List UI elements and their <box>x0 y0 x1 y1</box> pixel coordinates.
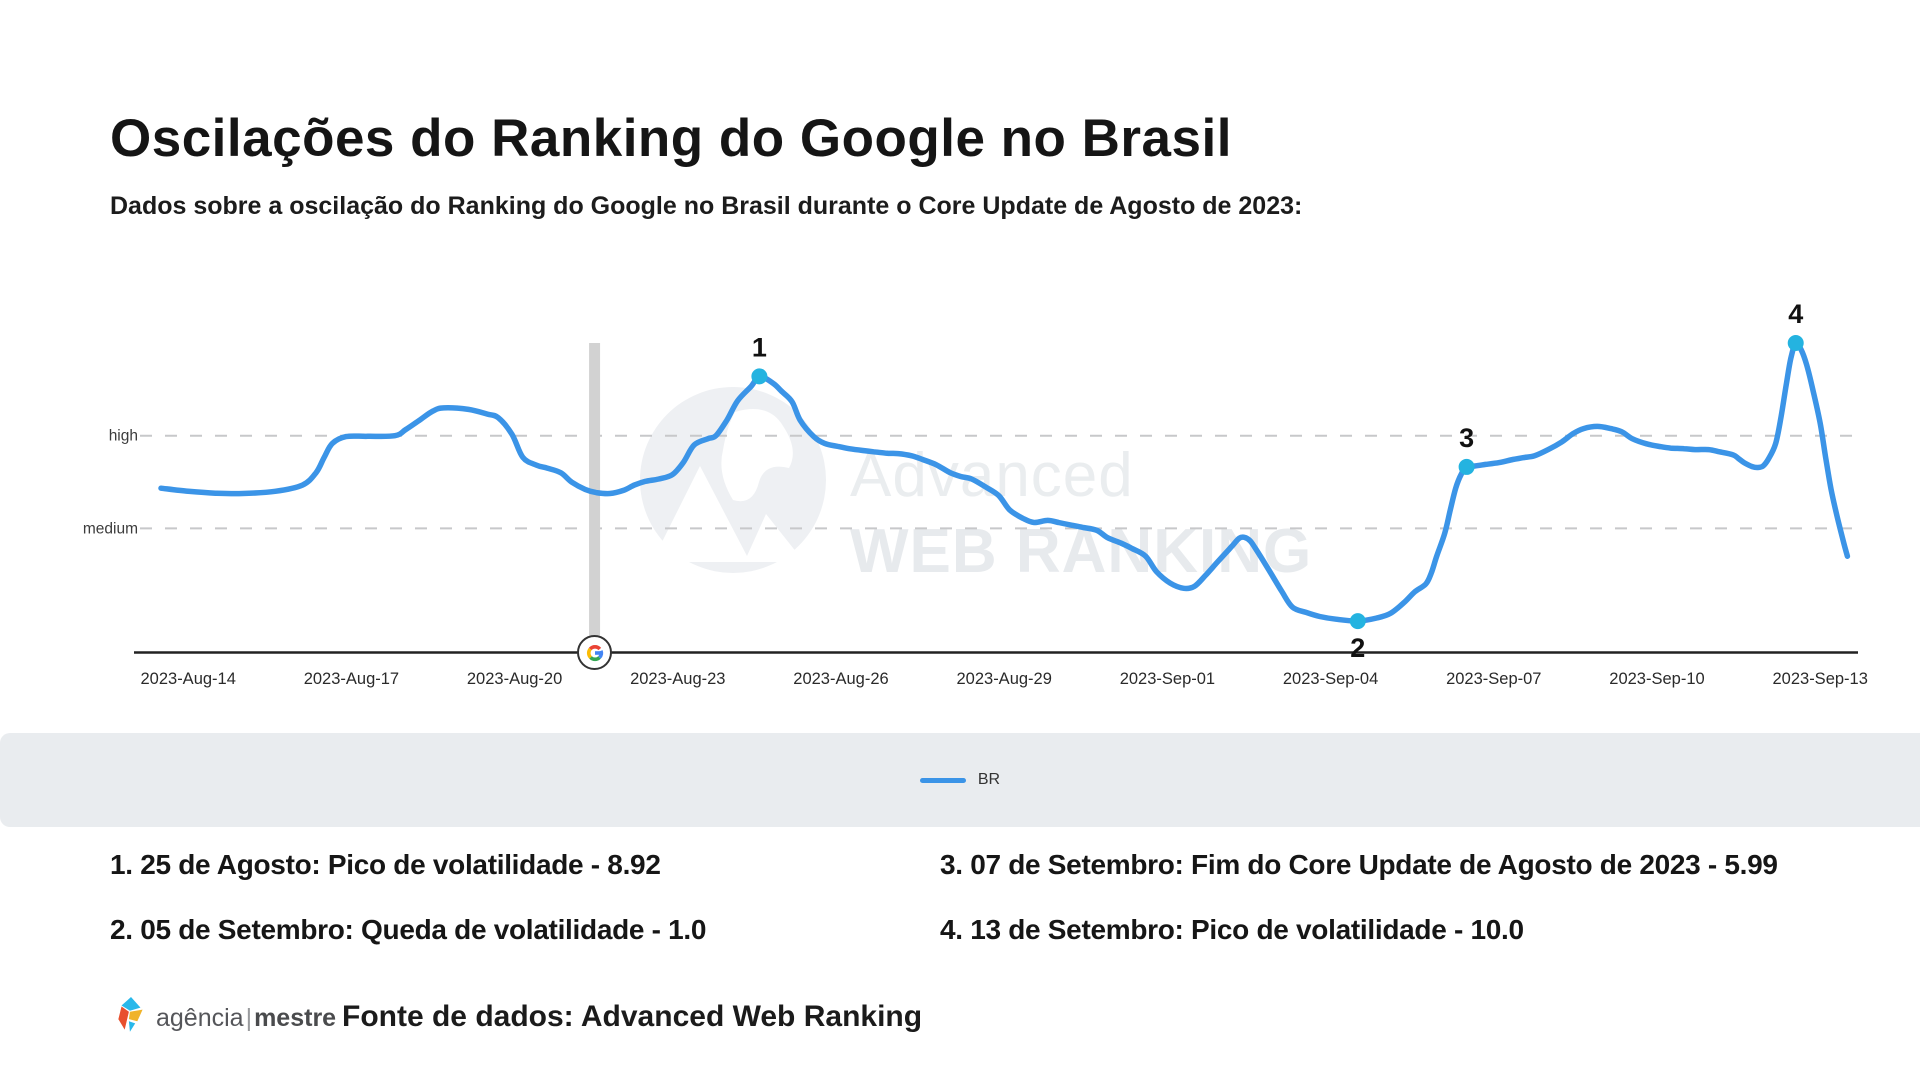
legend-band: BR <box>0 733 1920 827</box>
x-tick-label: 2023-Aug-17 <box>304 670 399 688</box>
google-update-badge <box>577 635 612 670</box>
logo-red-arrow <box>118 1006 129 1030</box>
page-subtitle: Dados sobre a oscilação do Ranking do Go… <box>110 192 1303 220</box>
x-tick-label: 2023-Aug-14 <box>140 670 235 688</box>
marker-dot-4 <box>1787 335 1804 351</box>
page-title: Oscilações do Ranking do Google no Brasi… <box>110 109 1232 168</box>
annotation-3: 3. 07 de Setembro: Fim do Core Update de… <box>940 849 1778 880</box>
marker-label-3: 3 <box>1459 423 1474 453</box>
marker-label-4: 4 <box>1788 299 1803 329</box>
x-tick-label: 2023-Sep-10 <box>1609 670 1704 688</box>
brand-wordmark: agência|mestre <box>156 1004 336 1033</box>
watermark: Advanced WEB RANKING <box>640 387 1311 586</box>
x-tick-label: 2023-Sep-01 <box>1120 670 1215 688</box>
logo-yellow-arrow <box>128 1009 143 1022</box>
annotation-2: 2. 05 de Setembro: Queda de volatilidade… <box>110 914 707 945</box>
brand-right: mestre <box>254 1004 337 1032</box>
annotation-4: 4. 13 de Setembro: Pico de volatilidade … <box>940 914 1524 945</box>
logo-cyan-small <box>128 1021 136 1032</box>
google-g-icon <box>586 644 603 661</box>
volatility-line-chart: Advanced WEB RANKING high medium 2023-Aug-… <box>83 299 1868 688</box>
marker-dot-3 <box>1458 458 1475 475</box>
marker-dot-2 <box>1349 613 1366 630</box>
y-axis-label-medium: medium <box>83 520 138 537</box>
marker-label-1: 1 <box>752 332 767 362</box>
x-tick-label: 2023-Sep-04 <box>1283 670 1378 688</box>
x-tick-label: 2023-Aug-23 <box>630 670 725 688</box>
logo-cyan-arrow <box>121 997 141 1011</box>
watermark-globe-mountains <box>652 466 826 562</box>
core-update-start-bar <box>589 343 601 652</box>
y-axis-label-high: high <box>109 428 138 445</box>
marker-label-2: 2 <box>1350 633 1365 663</box>
series-line-br <box>158 339 1851 624</box>
legend-label: BR <box>977 771 1001 788</box>
x-tick-label: 2023-Aug-26 <box>793 670 888 688</box>
annotation-1: 1. 25 de Agosto: Pico de volatilidade - … <box>110 849 661 880</box>
x-tick-label: 2023-Aug-29 <box>956 670 1051 688</box>
brand-divider: | <box>245 1004 253 1032</box>
watermark-globe-continent <box>721 409 793 502</box>
agencia-mestre-logo <box>118 997 143 1032</box>
brand-left: agência <box>156 1004 244 1032</box>
x-tick-label: 2023-Sep-07 <box>1446 670 1541 688</box>
marker-dot-1 <box>751 368 768 385</box>
legend-item-br: BR <box>919 771 1001 789</box>
legend-line-swatch <box>919 777 966 783</box>
data-source-text: Fonte de dados: Advanced Web Ranking <box>342 1000 923 1033</box>
x-tick-label: 2023-Sep-13 <box>1772 670 1867 688</box>
x-tick-label: 2023-Aug-20 <box>467 670 562 688</box>
